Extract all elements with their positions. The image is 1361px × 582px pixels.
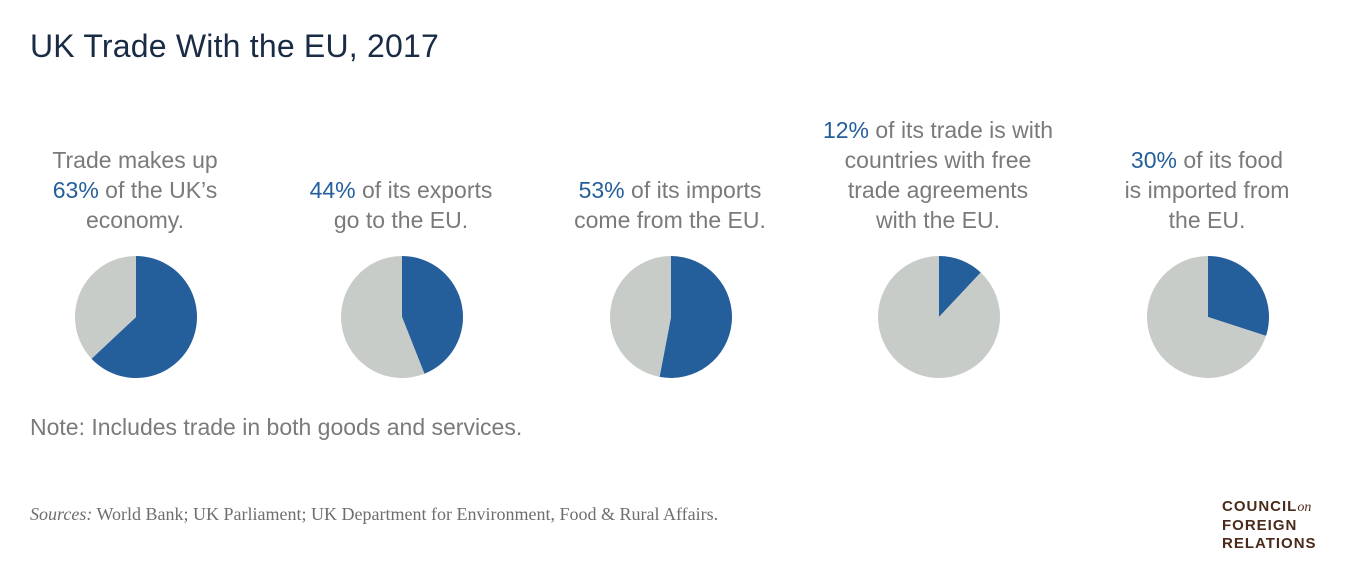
caption-highlight: 30% [1130, 147, 1177, 173]
caption-exports: 44% of its exports go to the EU. [266, 175, 536, 235]
caption-text: countries with free [844, 147, 1032, 173]
logo-line-1: COUNCIL [1222, 498, 1298, 515]
caption-highlight: 53% [578, 177, 625, 203]
caption-imports: 53% of its imports come from the EU. [535, 175, 805, 235]
chart-title: UK Trade With the EU, 2017 [30, 28, 439, 64]
pie-chart-imports [609, 256, 732, 378]
pie-slice-eu [659, 256, 732, 378]
caption-fta: 12% of its trade is with countries with … [803, 115, 1073, 235]
pie-slice-eu [1208, 256, 1269, 336]
panel-exports: 44% of its exports go to the EU. [266, 105, 536, 405]
logo-on: on [1297, 500, 1312, 515]
sources-label: Sources: [30, 504, 93, 524]
pie-chart-food [1146, 256, 1269, 378]
panel-fta: 12% of its trade is with countries with … [803, 105, 1073, 405]
caption-text: of the UK’s [98, 177, 218, 203]
panel-imports: 53% of its imports come from the EU. [535, 105, 805, 405]
pie-slice-remainder [74, 256, 136, 359]
caption-text: with the EU. [876, 207, 1000, 233]
caption-text: of its exports [355, 177, 493, 203]
caption-text: of its trade is with [868, 117, 1054, 143]
pie-chart-fta [878, 256, 1001, 378]
caption-highlight: 63% [52, 177, 99, 203]
caption-text: of its food [1176, 147, 1284, 173]
caption-text: the EU. [1168, 207, 1246, 233]
caption-economy: Trade makes up 63% of the UK’s economy. [0, 145, 270, 235]
logo-line-3: RELATIONS [1222, 535, 1317, 552]
note-text: Note: Includes trade in both goods and s… [30, 414, 523, 440]
pie-slice-eu [402, 256, 464, 374]
caption-text: economy. [85, 207, 184, 233]
caption-text: trade agreements [847, 177, 1029, 203]
caption-text: go to the EU. [333, 207, 469, 233]
panel-economy: Trade makes up 63% of the UK’s economy. [0, 105, 270, 405]
pie-slice-eu [91, 256, 197, 378]
pie-slice-eu [939, 256, 981, 317]
pie-slice-remainder [341, 256, 425, 378]
pie-slice-remainder [1146, 256, 1267, 378]
caption-highlight: 12% [822, 117, 869, 143]
pie-slice-remainder [878, 256, 1001, 378]
pie-slice-remainder [609, 256, 671, 377]
caption-text: Trade makes up [52, 147, 218, 173]
caption-text: come from the EU. [574, 207, 766, 233]
cfr-logo: COUNCILon FOREIGN RELATIONS [1222, 498, 1352, 553]
pie-chart-exports [341, 256, 464, 378]
caption-text: of its imports [624, 177, 762, 203]
caption-highlight: 44% [309, 177, 356, 203]
panel-food: 30% of its food is imported from the EU. [1072, 105, 1342, 405]
caption-text: is imported from [1124, 177, 1290, 203]
logo-line-2: FOREIGN [1222, 517, 1298, 534]
sources-text: Sources: World Bank; UK Parliament; UK D… [30, 504, 718, 525]
sources-list: World Bank; UK Parliament; UK Department… [92, 504, 719, 524]
pie-chart-economy [74, 256, 197, 378]
caption-food: 30% of its food is imported from the EU. [1072, 145, 1342, 235]
